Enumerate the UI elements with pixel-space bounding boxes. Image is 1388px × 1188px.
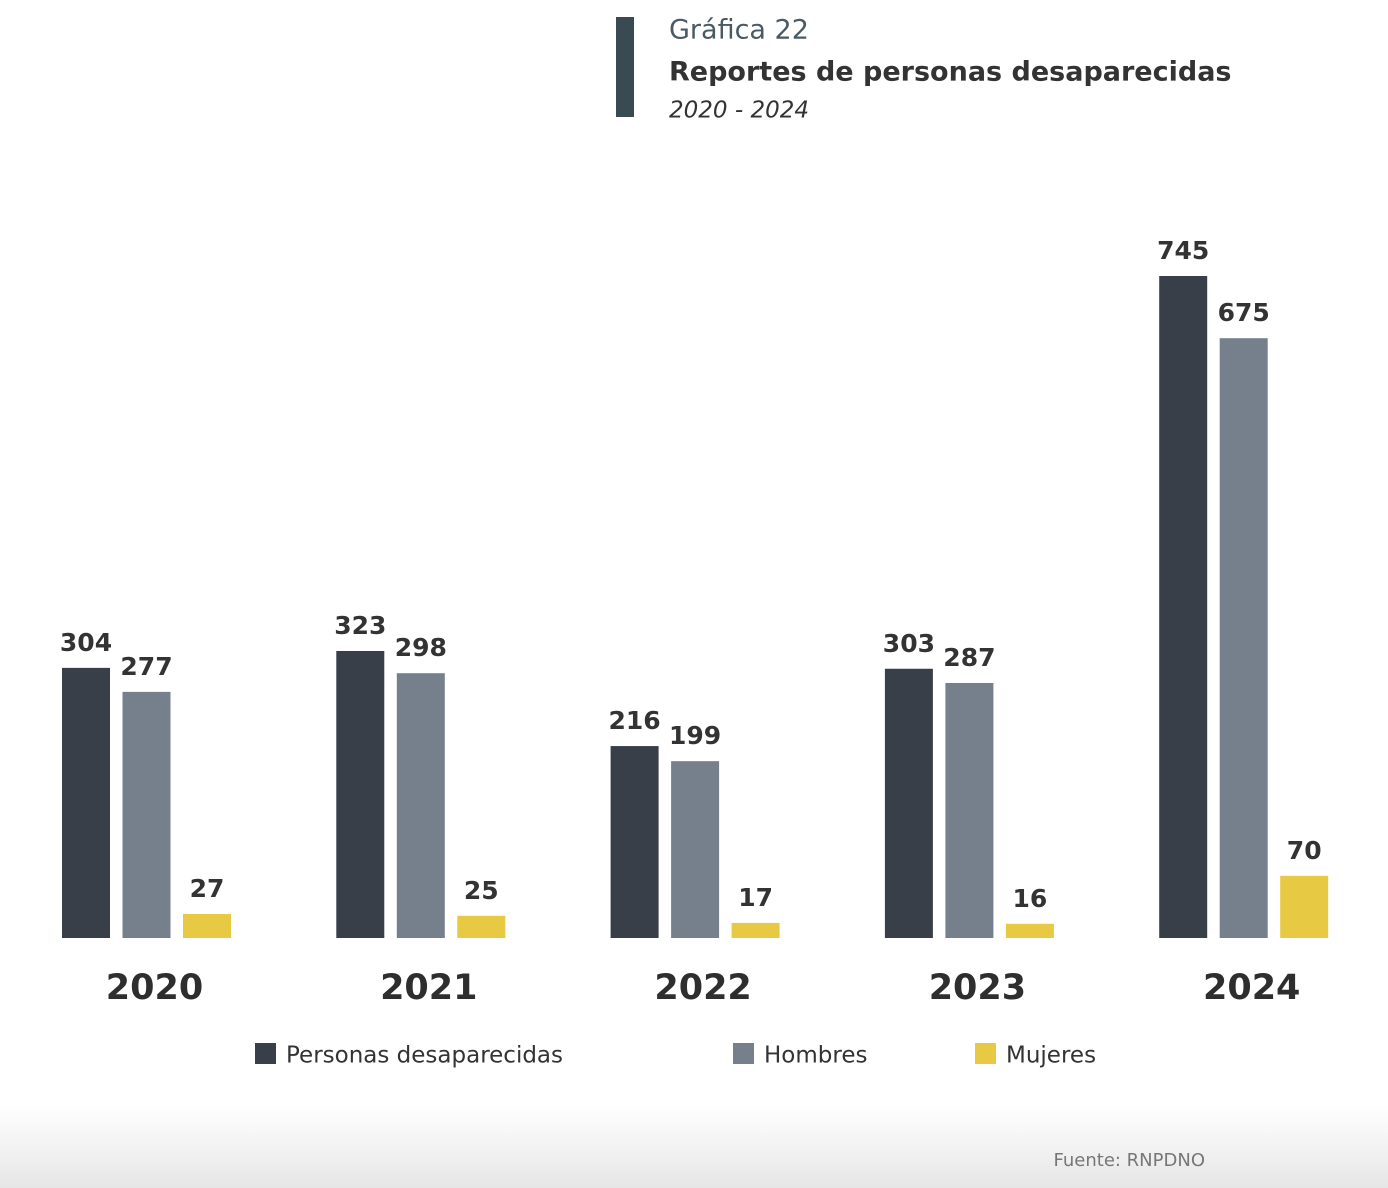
value-label: 25 — [464, 876, 499, 905]
bar — [671, 761, 720, 938]
legend-swatch — [255, 1043, 276, 1064]
bar — [731, 922, 780, 938]
legend-label: Personas desaparecidas — [286, 1043, 563, 1069]
x-tick-label: 2022 — [654, 968, 751, 1008]
chart-label: Gráfica 22 — [669, 15, 809, 46]
value-label: 216 — [609, 706, 661, 735]
footer-band — [0, 1105, 1388, 1188]
value-label: 277 — [120, 652, 172, 681]
x-tick-label: 2021 — [380, 968, 477, 1008]
legend-swatch — [975, 1043, 996, 1064]
chart-subtitle: 2020 - 2024 — [669, 98, 809, 124]
bar — [945, 682, 994, 938]
value-label: 70 — [1287, 836, 1322, 865]
value-label: 675 — [1218, 298, 1270, 327]
value-label: 287 — [943, 643, 995, 672]
value-label: 304 — [60, 628, 112, 657]
bar — [183, 914, 231, 938]
x-tick-label: 2024 — [1203, 968, 1300, 1008]
legend-swatch — [733, 1043, 754, 1064]
value-label: 199 — [669, 721, 721, 750]
x-tick-label: 2020 — [106, 968, 203, 1008]
value-label: 27 — [190, 874, 225, 903]
value-label: 298 — [395, 633, 447, 662]
bar — [122, 691, 171, 938]
bar — [336, 650, 385, 938]
bar — [1005, 923, 1054, 938]
chart-title: Reportes de personas desaparecidas — [669, 57, 1232, 88]
bar — [1280, 875, 1329, 938]
value-label: 323 — [334, 611, 386, 640]
header-accent — [616, 17, 634, 117]
legend-label: Mujeres — [1006, 1043, 1096, 1069]
value-label: 745 — [1157, 236, 1209, 265]
bar — [1159, 276, 1208, 938]
bar — [884, 668, 933, 938]
source: Fuente: RNPDNO — [1054, 1150, 1206, 1171]
bar — [457, 915, 506, 938]
value-label: 16 — [1013, 884, 1048, 913]
bar — [610, 746, 659, 938]
x-tick-label: 2023 — [929, 968, 1026, 1008]
bar — [1219, 338, 1268, 938]
legend-label: Hombres — [764, 1043, 867, 1069]
value-label: 303 — [883, 629, 935, 658]
bar — [62, 667, 110, 938]
value-label: 17 — [738, 883, 773, 912]
bar — [396, 673, 445, 938]
